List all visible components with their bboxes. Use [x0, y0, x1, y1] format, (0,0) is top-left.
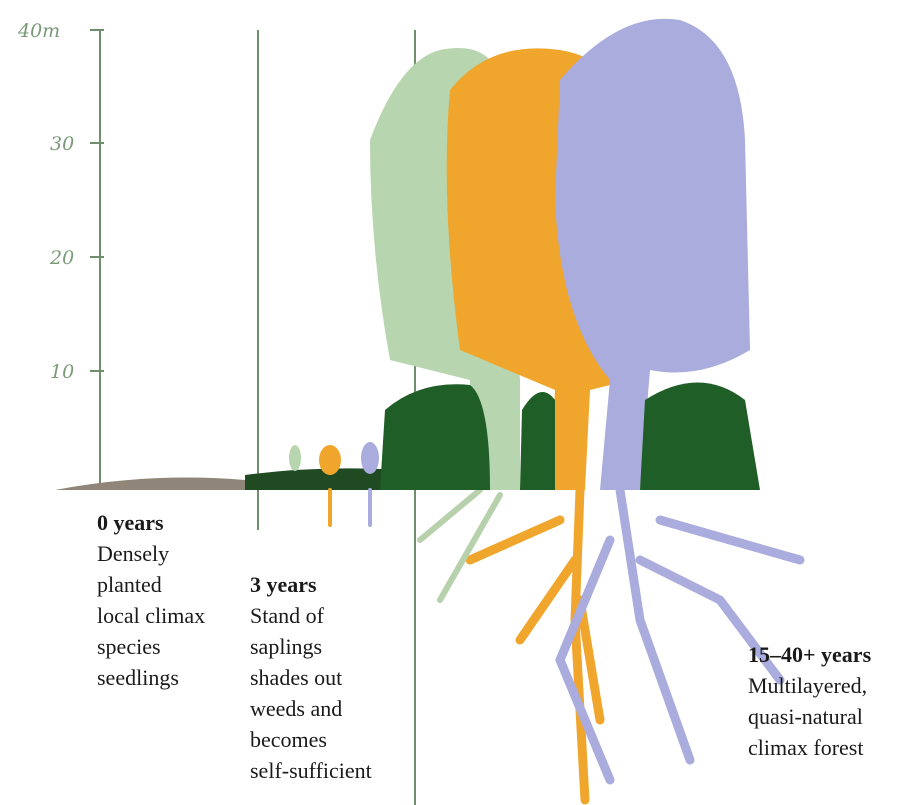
- stage-title: 15–40+ years: [748, 642, 872, 667]
- tick-label: 10: [50, 361, 74, 383]
- stage-line: becomes: [250, 727, 327, 752]
- stage-line: planted: [97, 572, 162, 597]
- stage-line: local climax: [97, 603, 205, 628]
- stage-line: self-sufficient: [250, 758, 372, 783]
- stage-line: shades out: [250, 665, 342, 690]
- stage-line: weeds and: [250, 696, 342, 721]
- tick-label: 40m: [17, 20, 60, 42]
- diagram: 40m 30 20 10 0 years Densely planted loc…: [0, 0, 915, 805]
- stage-line: species: [97, 634, 161, 659]
- tick-label: 30: [50, 133, 74, 155]
- stage-line: Densely: [97, 541, 169, 566]
- stage-line: quasi-natural: [748, 704, 863, 729]
- stage-line: Stand of: [250, 603, 325, 628]
- stage-line: seedlings: [97, 665, 179, 690]
- stage-title: 3 years: [250, 572, 317, 597]
- stage-line: climax forest: [748, 735, 863, 760]
- stage-line: saplings: [250, 634, 322, 659]
- stage-line: Multilayered,: [748, 673, 867, 698]
- tick-label: 20: [49, 247, 74, 269]
- stage-title: 0 years: [97, 510, 164, 535]
